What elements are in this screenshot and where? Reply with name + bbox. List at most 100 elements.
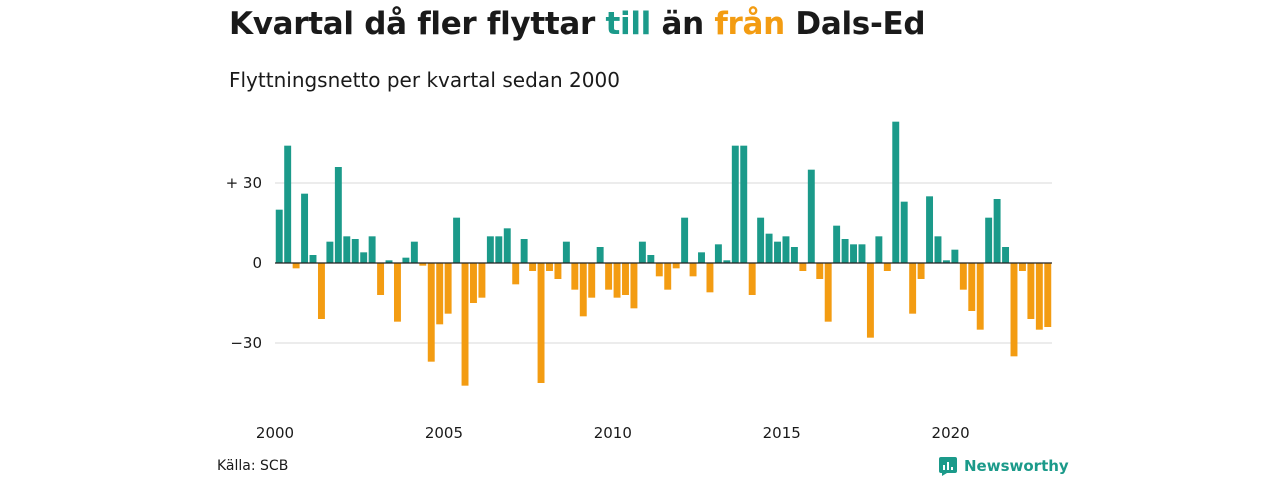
- bar: [942, 260, 950, 263]
- bar: [588, 263, 596, 298]
- bar: [841, 239, 849, 263]
- bar: [317, 263, 325, 319]
- bar: [731, 145, 739, 263]
- bar: [866, 263, 874, 338]
- bar: [351, 239, 359, 263]
- bar: [630, 263, 638, 309]
- bar: [546, 263, 553, 271]
- bar: [765, 233, 773, 263]
- bar: [706, 263, 714, 293]
- bar: [1035, 263, 1043, 330]
- title-part2: än: [650, 6, 715, 42]
- bar: [976, 263, 984, 330]
- title-part3: Dals-Ed: [784, 6, 926, 42]
- chart-title: Kvartal då fler flyttar till än från Dal…: [229, 6, 926, 42]
- newsworthy-logo-icon: [939, 457, 957, 476]
- bar: [1010, 263, 1018, 357]
- x-tick-label: 2005: [425, 424, 463, 442]
- bar: [579, 263, 587, 317]
- bar: [892, 121, 900, 263]
- bar: [571, 263, 579, 290]
- bar: [698, 252, 705, 263]
- bar: [816, 263, 824, 279]
- bar: [655, 263, 663, 277]
- bar: [926, 196, 934, 263]
- bar: [495, 236, 503, 263]
- title-fran: från: [714, 6, 785, 42]
- bar: [436, 263, 444, 325]
- bar: [562, 241, 570, 263]
- bar: [596, 247, 604, 263]
- bar: [478, 263, 486, 298]
- bar: [824, 263, 832, 322]
- bar: [605, 263, 613, 290]
- bar: [858, 244, 866, 263]
- bar: [968, 263, 976, 311]
- bar: [790, 247, 798, 263]
- gridlines: [275, 182, 1052, 344]
- bar: [622, 263, 629, 295]
- bar: [748, 263, 756, 295]
- bar: [334, 167, 342, 263]
- bar: [613, 263, 621, 298]
- x-tick-label: 2020: [932, 424, 970, 442]
- bar: [900, 201, 908, 263]
- bar: [309, 255, 317, 263]
- bar: [647, 255, 655, 263]
- bar: [444, 263, 452, 314]
- bar: [385, 260, 393, 263]
- brand-logo[interactable]: Newsworthy: [938, 456, 1069, 476]
- bar: [453, 217, 461, 263]
- bar: [377, 263, 385, 295]
- bar: [714, 244, 722, 263]
- bar: [554, 263, 562, 279]
- bar: [292, 263, 300, 269]
- bar: [529, 263, 537, 271]
- bar: [833, 225, 841, 263]
- bar: [951, 249, 959, 263]
- bar: [782, 236, 790, 263]
- bar: [343, 236, 351, 263]
- bar: [512, 263, 520, 285]
- brand-name: Newsworthy: [964, 457, 1069, 475]
- bar: [672, 263, 680, 269]
- bar: [461, 263, 469, 386]
- bar: [909, 263, 917, 314]
- bar: [664, 263, 672, 290]
- axes: + 30 0 −30 2000 2005 2010 2015 2020: [226, 174, 1052, 442]
- bar: [520, 239, 528, 263]
- y-tick-label: 0: [252, 254, 262, 272]
- bar: [368, 236, 376, 263]
- bar: [427, 263, 435, 362]
- bar: [394, 263, 401, 322]
- bar: [799, 263, 807, 271]
- bars: [275, 121, 1052, 386]
- bar: [419, 263, 427, 266]
- bar: [1044, 263, 1052, 327]
- title-till: till: [605, 6, 651, 42]
- bar: [807, 169, 815, 263]
- bar: [723, 260, 731, 263]
- bar: [681, 217, 689, 263]
- bar: [757, 217, 765, 263]
- x-tick-label: 2000: [256, 424, 294, 442]
- bar: [934, 236, 942, 263]
- bar: [275, 209, 283, 263]
- bar: [410, 241, 418, 263]
- bar: [985, 217, 993, 263]
- bar: [1018, 263, 1026, 271]
- bar: [638, 241, 646, 263]
- bar: [1027, 263, 1035, 319]
- bar: [326, 241, 334, 263]
- bar: [883, 263, 891, 271]
- source-note: Källa: SCB: [217, 458, 289, 474]
- x-tick-label: 2010: [594, 424, 632, 442]
- bar: [503, 228, 511, 263]
- bar: [402, 257, 410, 263]
- bar: [486, 236, 494, 263]
- bar: [774, 241, 781, 263]
- bar: [689, 263, 697, 277]
- bar: [740, 145, 748, 263]
- chart-subtitle: Flyttningsnetto per kvartal sedan 2000: [229, 68, 620, 92]
